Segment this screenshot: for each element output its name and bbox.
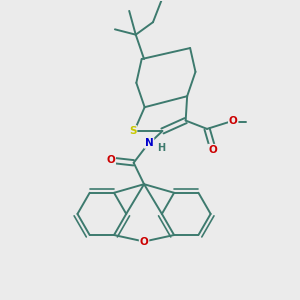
Text: O: O — [106, 155, 115, 165]
Text: O: O — [208, 145, 217, 155]
Text: N: N — [145, 138, 154, 148]
Text: O: O — [229, 116, 238, 126]
Text: H: H — [158, 143, 166, 153]
Text: S: S — [129, 126, 136, 136]
Text: O: O — [140, 236, 148, 247]
